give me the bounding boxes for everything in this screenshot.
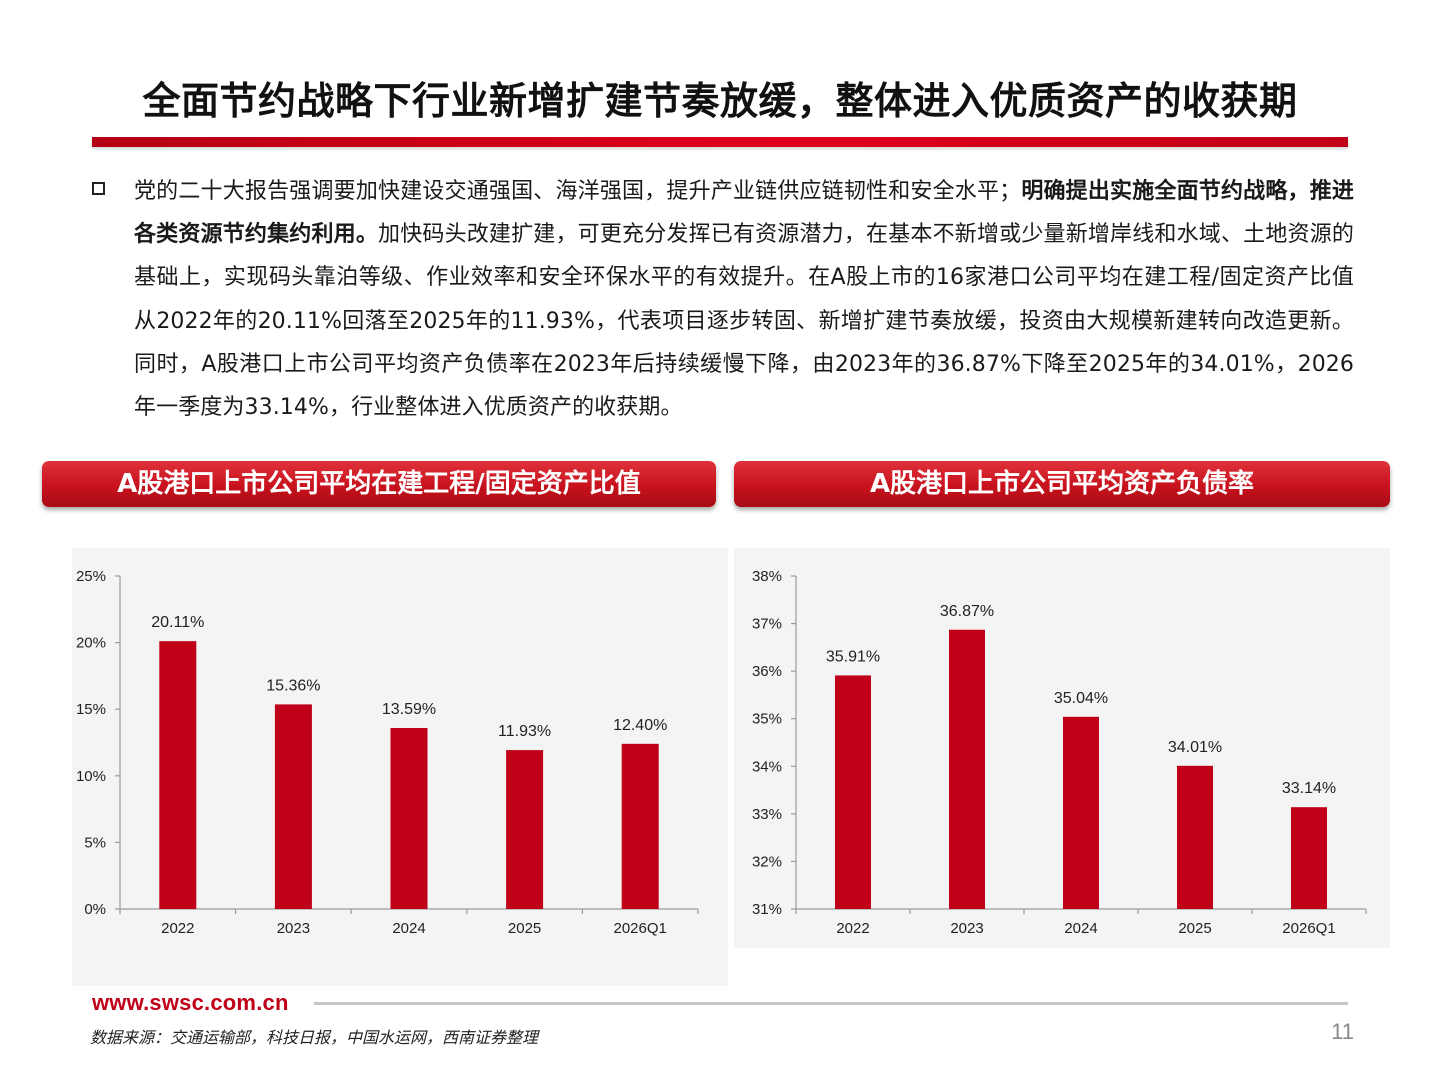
chart-panel-left: 0% 5% 10% 15% 20% 25% 20.11% 2022 15.36% 2023 13.5… bbox=[72, 548, 728, 986]
data-label: 33.14% bbox=[1282, 780, 1336, 797]
y-tick-label: 38% bbox=[752, 568, 782, 585]
chart-panel-right: 31% 32% 33% 34% 35% 36% 37% 38% 35.91% 2022 36.87%… bbox=[734, 548, 1390, 948]
bar bbox=[1291, 807, 1327, 909]
body-text-part2: 加快码头改建扩建，可更充分发挥已有资源潜力，在基本不新增或少量新增岸线和水域、土… bbox=[134, 222, 1354, 421]
bar bbox=[159, 641, 197, 909]
body-text-bold: 明确提出实施全面节约战略，推进各类资源节约集约利用。 bbox=[134, 179, 1354, 248]
data-label: 34.01% bbox=[1168, 739, 1222, 756]
y-tick-label: 33% bbox=[752, 806, 782, 823]
y-tick-label: 0% bbox=[84, 901, 106, 918]
x-category-label: 2024 bbox=[392, 920, 425, 937]
bar bbox=[1177, 765, 1213, 909]
data-source-note: 数据来源：交通运输部，科技日报，中国水运网，西南证券整理 bbox=[90, 1028, 539, 1047]
y-tick-label: 20% bbox=[76, 635, 106, 652]
y-tick-label: 31% bbox=[752, 901, 782, 918]
data-label: 12.40% bbox=[613, 717, 667, 734]
y-tick-label: 37% bbox=[752, 616, 782, 633]
y-tick-label: 15% bbox=[76, 701, 106, 718]
bar bbox=[390, 727, 428, 909]
bar bbox=[835, 675, 871, 909]
y-tick-label: 5% bbox=[84, 834, 106, 851]
bar-chart-debt-ratio: 31% 32% 33% 34% 35% 36% 37% 38% 35.91% 2022 36.87%… bbox=[752, 568, 1367, 937]
data-label: 35.91% bbox=[826, 648, 880, 665]
x-category-label: 2025 bbox=[1178, 920, 1211, 937]
chart-title-banner-right: A股港口上市公司平均资产负债率 bbox=[734, 461, 1390, 507]
x-category-label: 2026Q1 bbox=[1282, 920, 1335, 937]
y-tick-label: 32% bbox=[752, 853, 782, 870]
body-paragraph: 党的二十大报告强调要加快建设交通强国、海洋强国，提升产业链供应链韧性和安全水平；… bbox=[134, 170, 1354, 429]
body-text-part1: 党的二十大报告强调要加快建设交通强国、海洋强国，提升产业链供应链韧性和安全水平； bbox=[134, 179, 1022, 204]
bar bbox=[1063, 716, 1099, 909]
data-label: 15.36% bbox=[266, 677, 320, 694]
bar bbox=[621, 743, 659, 909]
x-category-label: 2024 bbox=[1064, 920, 1097, 937]
bar bbox=[506, 750, 544, 909]
bar bbox=[949, 629, 985, 909]
data-label: 35.04% bbox=[1054, 690, 1108, 707]
y-tick-label: 25% bbox=[76, 568, 106, 585]
x-category-label: 2023 bbox=[950, 920, 983, 937]
footer-url: www.swsc.com.cn bbox=[92, 990, 289, 1015]
y-tick-label: 36% bbox=[752, 663, 782, 680]
data-label: 20.11% bbox=[151, 614, 204, 631]
title-divider bbox=[92, 137, 1348, 147]
chart-title-banner-left: A股港口上市公司平均在建工程/固定资产比值 bbox=[42, 461, 716, 507]
bullet-square-icon bbox=[92, 182, 105, 195]
x-category-label: 2022 bbox=[161, 920, 194, 937]
x-category-label: 2026Q1 bbox=[614, 920, 667, 937]
footer-divider bbox=[314, 1002, 1348, 1005]
data-label: 13.59% bbox=[382, 701, 436, 718]
x-category-label: 2022 bbox=[836, 920, 869, 937]
slide-title: 全面节约战略下行业新增扩建节奏放缓，整体进入优质资产的收获期 bbox=[142, 79, 1298, 123]
data-label: 11.93% bbox=[498, 723, 551, 740]
y-tick-label: 10% bbox=[76, 768, 106, 785]
data-label: 36.87% bbox=[940, 603, 994, 620]
x-category-label: 2023 bbox=[277, 920, 310, 937]
y-tick-label: 35% bbox=[752, 711, 782, 728]
bar bbox=[274, 704, 312, 909]
page-number: 11 bbox=[1331, 1019, 1354, 1044]
y-tick-label: 34% bbox=[752, 758, 782, 775]
bar-chart-construction-ratio: 0% 5% 10% 15% 20% 25% 20.11% 2022 15.36% 2023 13.5… bbox=[76, 568, 699, 937]
x-category-label: 2025 bbox=[508, 920, 541, 937]
